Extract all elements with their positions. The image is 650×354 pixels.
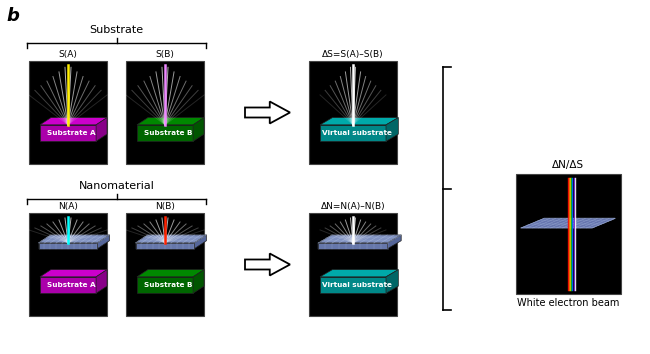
Polygon shape — [38, 235, 109, 243]
Polygon shape — [320, 277, 386, 293]
Polygon shape — [194, 235, 207, 249]
Polygon shape — [386, 118, 398, 141]
Polygon shape — [245, 102, 290, 124]
Polygon shape — [387, 235, 401, 249]
Text: ΔS=S(A)–S(B): ΔS=S(A)–S(B) — [322, 50, 383, 59]
Polygon shape — [29, 213, 107, 316]
Polygon shape — [193, 118, 204, 141]
Polygon shape — [38, 243, 98, 249]
Text: Virtual substrate: Virtual substrate — [322, 282, 392, 288]
Polygon shape — [309, 61, 397, 164]
Polygon shape — [320, 125, 386, 141]
Text: Substrate A: Substrate A — [47, 282, 96, 288]
Text: Virtual substrate: Virtual substrate — [322, 130, 392, 136]
Text: Substrate A: Substrate A — [47, 130, 96, 136]
Text: Substrate B: Substrate B — [144, 282, 192, 288]
Polygon shape — [245, 253, 290, 275]
Text: S(A): S(A) — [58, 50, 77, 59]
Text: Substrate: Substrate — [90, 25, 144, 35]
Text: b: b — [6, 7, 19, 25]
Polygon shape — [515, 174, 621, 294]
Text: Substrate B: Substrate B — [144, 130, 192, 136]
Polygon shape — [40, 270, 107, 277]
Text: ΔN/ΔS: ΔN/ΔS — [552, 160, 584, 170]
Text: ΔN=N(A)–N(B): ΔN=N(A)–N(B) — [320, 202, 385, 211]
Polygon shape — [40, 277, 96, 293]
Polygon shape — [137, 125, 193, 141]
Polygon shape — [320, 118, 398, 125]
Polygon shape — [320, 270, 398, 277]
Polygon shape — [96, 270, 107, 293]
Polygon shape — [386, 270, 398, 293]
Polygon shape — [137, 270, 204, 277]
Polygon shape — [309, 213, 397, 316]
Polygon shape — [126, 213, 204, 316]
Polygon shape — [137, 277, 193, 293]
Polygon shape — [135, 243, 194, 249]
Text: N(B): N(B) — [155, 202, 175, 211]
Polygon shape — [135, 235, 207, 243]
Polygon shape — [193, 270, 204, 293]
Text: N(A): N(A) — [58, 202, 78, 211]
Polygon shape — [96, 118, 107, 141]
Polygon shape — [98, 235, 109, 249]
Text: S(B): S(B) — [155, 50, 174, 59]
Polygon shape — [521, 218, 616, 228]
Polygon shape — [126, 61, 204, 164]
Text: Nanomaterial: Nanomaterial — [79, 181, 155, 191]
Text: White electron beam: White electron beam — [517, 298, 619, 308]
Polygon shape — [40, 118, 107, 125]
Polygon shape — [318, 235, 401, 243]
Polygon shape — [137, 118, 204, 125]
Polygon shape — [318, 243, 387, 249]
Polygon shape — [40, 125, 96, 141]
Polygon shape — [29, 61, 107, 164]
